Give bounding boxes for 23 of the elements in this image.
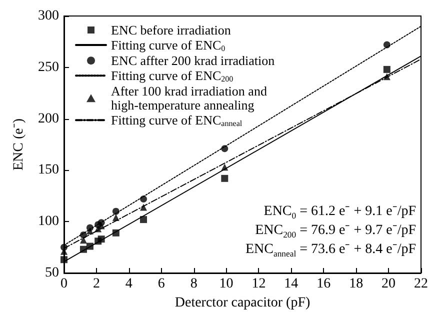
y-axis-title: ENC (e⁻) bbox=[12, 118, 26, 171]
y-tick-label: 100 bbox=[38, 214, 59, 230]
legend-label: ENC affter 200 krad irradiation bbox=[111, 53, 276, 68]
x-tick-label: 4 bbox=[125, 276, 132, 292]
x-tick-label: 18 bbox=[349, 276, 364, 292]
x-tick-label: 16 bbox=[316, 276, 331, 292]
x-tick-label: 10 bbox=[219, 276, 234, 292]
x-axis-title: Deterctor capacitor (pF) bbox=[174, 295, 310, 310]
y-tick-label: 50 bbox=[45, 266, 59, 280]
y-tick-label: 200 bbox=[38, 111, 59, 126]
x-tick-label: 8 bbox=[190, 276, 198, 292]
x-tick-label: 0 bbox=[60, 276, 68, 292]
x-tick-label: 14 bbox=[284, 276, 298, 292]
legend-label: After 100 krad irradiation and high-temperature annealing bbox=[111, 84, 268, 113]
legend-label: ENC before irradiation bbox=[111, 22, 232, 38]
x-tick-label: 22 bbox=[414, 276, 428, 292]
x-tick-label: 6 bbox=[158, 276, 165, 292]
x-tick-label: 2 bbox=[92, 276, 100, 292]
x-tick-label: 20 bbox=[382, 276, 396, 292]
y-tick-label: 150 bbox=[38, 162, 59, 178]
y-tick-label: 250 bbox=[38, 60, 59, 75]
x-tick-label: 12 bbox=[252, 276, 266, 292]
y-tick-label: 300 bbox=[38, 8, 59, 24]
